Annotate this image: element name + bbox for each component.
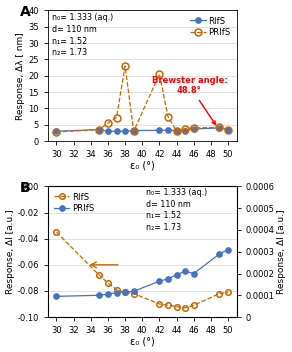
PRIfS [106, 121, 110, 125]
RIfS [183, 306, 187, 310]
Legend: RIfS, PRIfS: RIfS, PRIfS [52, 191, 96, 215]
Line: PRIfS: PRIfS [53, 63, 232, 136]
PRIfS [98, 127, 101, 132]
PRIfS [166, 114, 170, 119]
RIfS [98, 127, 101, 132]
Text: B: B [20, 181, 30, 195]
PRIfS [166, 277, 170, 281]
X-axis label: ε₀ (°): ε₀ (°) [130, 337, 155, 346]
PRIfS [55, 294, 58, 298]
RIfS [106, 129, 110, 133]
PRIfS [158, 72, 161, 76]
RIfS [115, 129, 118, 133]
Text: n₀= 1.333 (aq.)
d= 110 nm
n₁= 1.52
n₂= 1.73: n₀= 1.333 (aq.) d= 110 nm n₁= 1.52 n₂= 1… [146, 188, 207, 232]
RIfS [192, 303, 195, 307]
RIfS [123, 290, 127, 294]
RIfS [226, 290, 230, 294]
PRIfS [55, 130, 58, 134]
RIfS [132, 128, 135, 133]
X-axis label: ε₀ (°): ε₀ (°) [130, 161, 155, 170]
RIfS [132, 291, 135, 296]
PRIfS [183, 269, 187, 274]
PRIfS [115, 290, 118, 295]
RIfS [55, 129, 58, 133]
RIfS [192, 127, 195, 131]
PRIfS [218, 252, 221, 256]
RIfS [218, 126, 221, 130]
PRIfS [158, 279, 161, 283]
RIfS [123, 129, 127, 133]
PRIfS [226, 127, 230, 132]
RIfS [55, 230, 58, 234]
PRIfS [132, 289, 135, 294]
RIfS [106, 281, 110, 285]
Line: PRIfS: PRIfS [54, 247, 231, 299]
PRIfS [218, 125, 221, 130]
PRIfS [106, 292, 110, 296]
RIfS [158, 128, 161, 132]
PRIfS [183, 126, 187, 131]
Y-axis label: Response, Δλ [ nm]: Response, Δλ [ nm] [16, 32, 25, 120]
RIfS [166, 128, 170, 132]
RIfS [175, 128, 178, 133]
PRIfS [115, 115, 118, 120]
Line: RIfS: RIfS [54, 125, 231, 134]
PRIfS [192, 126, 195, 130]
Text: A: A [20, 5, 30, 19]
RIfS [175, 304, 178, 309]
Y-axis label: Response, ΔI [a.u.]: Response, ΔI [a.u.] [277, 209, 286, 294]
PRIfS [226, 247, 230, 252]
PRIfS [175, 129, 178, 133]
Line: RIfS: RIfS [54, 230, 231, 311]
Text: n₀= 1.333 (aq.)
d= 110 nm
n₁= 1.52
n₂= 1.73: n₀= 1.333 (aq.) d= 110 nm n₁= 1.52 n₂= 1… [52, 13, 113, 57]
RIfS [183, 128, 187, 133]
PRIfS [123, 64, 127, 68]
PRIfS [175, 272, 178, 277]
RIfS [226, 127, 230, 132]
PRIfS [123, 290, 127, 294]
RIfS [158, 302, 161, 306]
Y-axis label: Response, ΔI [a.u.]: Response, ΔI [a.u.] [6, 209, 15, 294]
RIfS [115, 288, 118, 292]
PRIfS [98, 293, 101, 297]
RIfS [98, 273, 101, 277]
RIfS [166, 303, 170, 307]
Text: Brewster angle:
48.8°: Brewster angle: 48.8° [152, 76, 227, 124]
RIfS [218, 291, 221, 296]
PRIfS [132, 129, 135, 133]
PRIfS [192, 271, 195, 276]
Legend: RIfS, PRIfS: RIfS, PRIfS [189, 15, 232, 39]
